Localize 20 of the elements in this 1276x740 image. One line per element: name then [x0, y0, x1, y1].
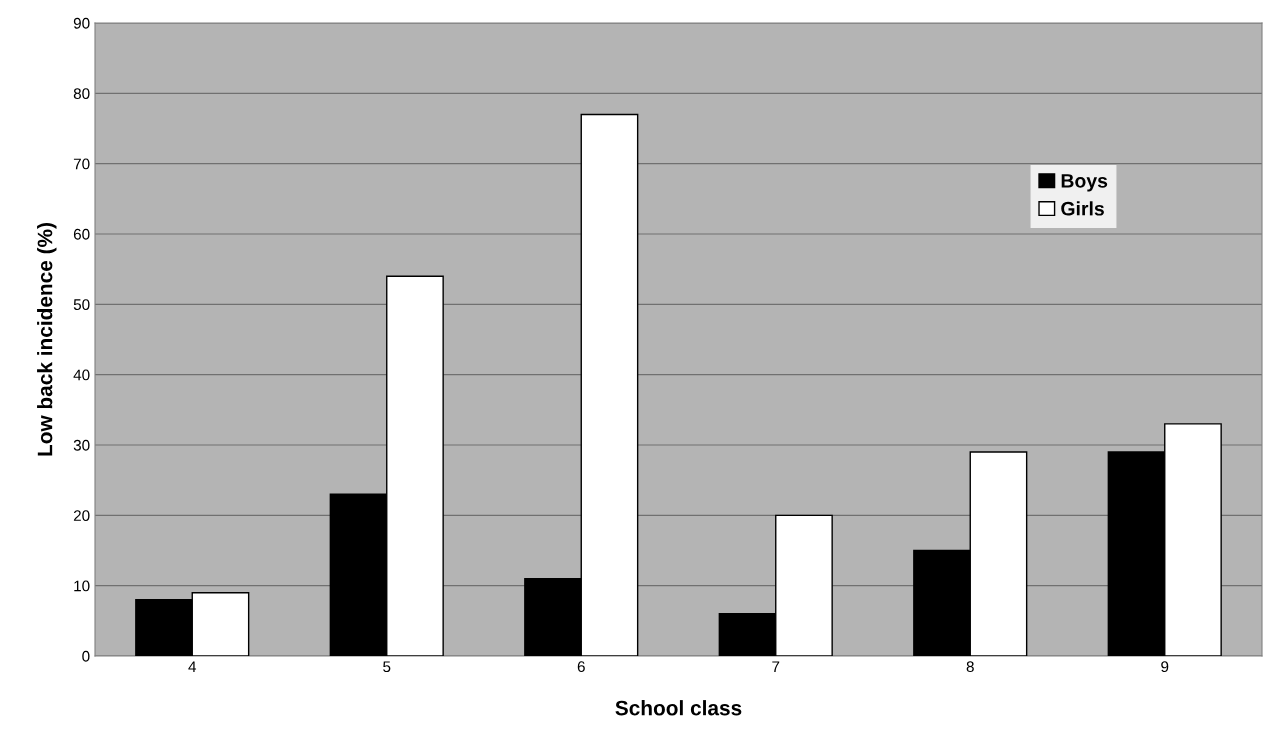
- legend-label: Girls: [1061, 201, 1104, 216]
- x-axis-title: School class: [615, 700, 742, 716]
- y-tick-label: 70: [73, 158, 90, 170]
- x-tick-label: 9: [1161, 661, 1169, 673]
- y-tick-label: 90: [73, 17, 90, 29]
- x-tick-label: 5: [383, 661, 391, 673]
- y-tick-label: 30: [73, 439, 90, 451]
- x-tick-label: 8: [966, 661, 974, 673]
- y-tick-label: 20: [73, 510, 90, 522]
- x-tick-label: 7: [772, 661, 780, 672]
- y-tick-label: 80: [73, 88, 90, 100]
- legend-label: Boys: [1061, 174, 1108, 192]
- y-tick-label: 0: [82, 650, 90, 662]
- y-tick-label: 60: [73, 228, 90, 240]
- x-tick-label: 6: [577, 661, 585, 673]
- y-axis-title: Low back incidence (%): [37, 223, 57, 456]
- y-tick-label: 10: [74, 580, 90, 592]
- y-tick-label: 50: [73, 299, 90, 311]
- x-tick-label: 4: [188, 661, 197, 672]
- y-tick-label: 40: [73, 369, 90, 381]
